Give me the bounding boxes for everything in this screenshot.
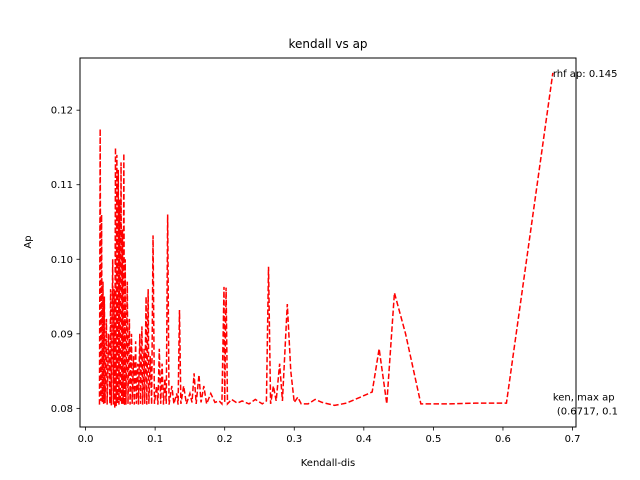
x-tick-label: 0.1 bbox=[147, 434, 163, 445]
y-tick-label: 0.09 bbox=[51, 329, 73, 340]
y-tick-label: 0.10 bbox=[51, 255, 73, 266]
x-tick-label: 0.5 bbox=[425, 434, 441, 445]
series-line-0 bbox=[98, 72, 554, 409]
annotation-text-1: ken, max ap bbox=[553, 392, 615, 403]
x-axis: 0.0 0.1 0.2 0.3 0.4 0.5 0.6 0.7 bbox=[78, 427, 581, 445]
axes-frame bbox=[79, 57, 577, 428]
y-axis: 0.08 0.09 0.10 0.11 0.12 bbox=[51, 106, 80, 415]
x-tick-label: 0.0 bbox=[78, 434, 94, 445]
x-tick-label: 0.4 bbox=[356, 434, 372, 445]
x-tick-label: 0.3 bbox=[286, 434, 302, 445]
annotation-text-1: (0.6717, 0.1 bbox=[557, 406, 618, 417]
x-tick-label: 0.7 bbox=[565, 434, 581, 445]
x-axis-label: Kendall-dis bbox=[301, 458, 356, 469]
y-axis-label: Ap bbox=[23, 235, 34, 248]
annotation-text-0: rhf ap: 0.145 bbox=[553, 69, 618, 80]
y-tick-label: 0.11 bbox=[51, 180, 73, 191]
chart-title: kendall vs ap bbox=[288, 37, 367, 51]
y-tick-label: 0.08 bbox=[51, 404, 73, 415]
x-tick-label: 0.2 bbox=[217, 434, 233, 445]
x-tick-label: 0.6 bbox=[495, 434, 511, 445]
y-tick-label: 0.12 bbox=[51, 106, 73, 117]
plot-area bbox=[98, 72, 554, 409]
annotations: rhf ap: 0.145 ken, max ap (0.6717, 0.1 bbox=[553, 69, 618, 417]
